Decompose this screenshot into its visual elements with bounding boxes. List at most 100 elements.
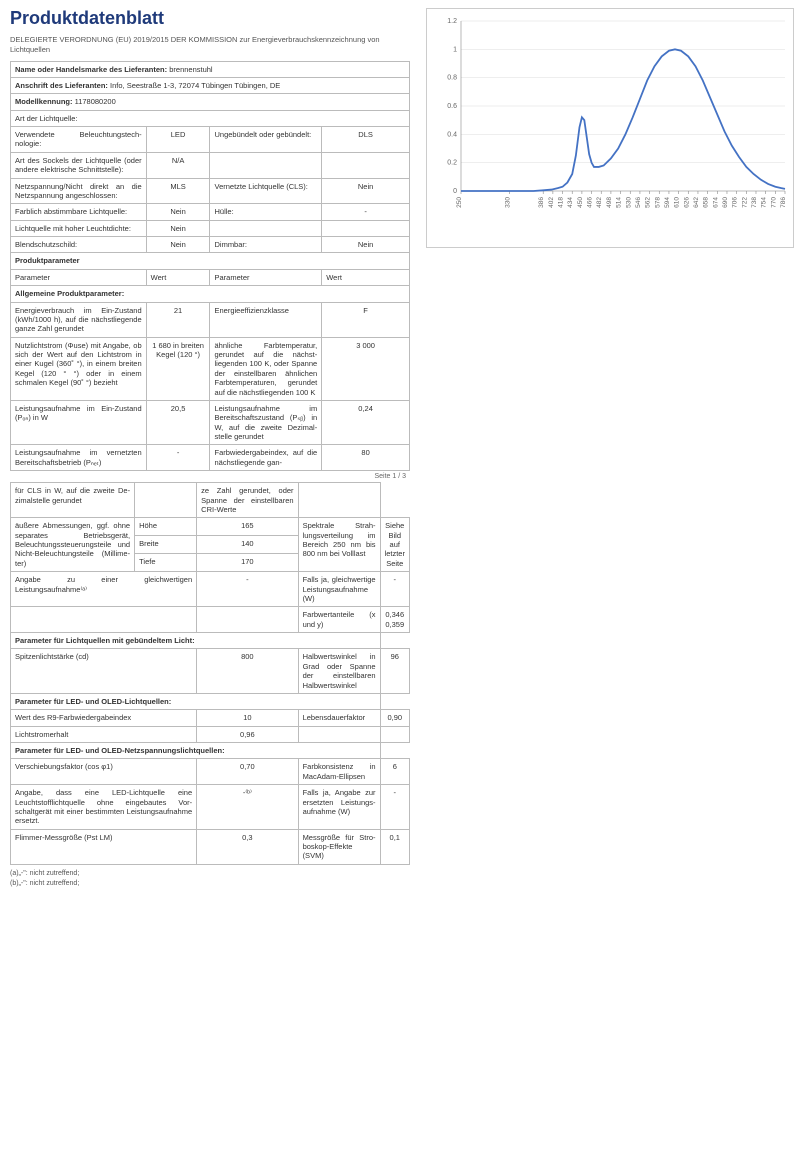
table-cell: 20,5 [146, 400, 210, 445]
table-cell [135, 483, 197, 518]
table-cell [298, 726, 380, 742]
table-cell: Nein [146, 220, 210, 236]
header-row: Anschrift des Lieferanten: Info, Seestra… [11, 77, 410, 93]
table-cell: 0,24 [322, 400, 410, 445]
svg-text:402: 402 [548, 197, 555, 208]
table-cell: Leistungsaufnahme im Ein-Zu­stand (Pₒₙ) … [11, 400, 147, 445]
table-cell: 3 000 [322, 337, 410, 400]
page-indicator: Seite 1 / 3 [10, 471, 410, 482]
table-cell: 80 [322, 445, 410, 471]
table-cell: Energieeffizienzklas­se [210, 302, 322, 337]
table-cell: Ungebündelt oder gebündelt: [210, 127, 322, 153]
svg-text:434: 434 [567, 197, 574, 208]
bundled-section-title: Parameter für Lichtquellen mit gebündelt… [11, 633, 381, 649]
dim-val: 165 [197, 518, 298, 536]
table-cell: Hülle: [210, 204, 322, 220]
table-cell [322, 152, 410, 178]
table-cell: 21 [146, 302, 210, 337]
dim-val: 140 [197, 536, 298, 554]
table-cell: N/A [146, 152, 210, 178]
header-row: Modellkennung: 1178080200 [11, 94, 410, 110]
svg-text:722: 722 [741, 197, 748, 208]
dim-val: 170 [197, 554, 298, 572]
svg-text:386: 386 [538, 197, 545, 208]
table-cell: Nein [322, 237, 410, 253]
svg-text:0.6: 0.6 [447, 103, 457, 110]
table-cell: Falls ja, gleichwerti­ge Leistungsaufnah… [298, 572, 380, 607]
table-cell: Verschiebungsfaktor (cos φ1) [11, 759, 197, 785]
table-cell: F [322, 302, 410, 337]
table-cell: Leistungsaufnahme im vernetz­ten Bereits… [11, 445, 147, 471]
svg-text:482: 482 [596, 197, 603, 208]
table-cell: 0,90 [380, 710, 409, 726]
table-cell: Nein [146, 204, 210, 220]
svg-text:690: 690 [722, 197, 729, 208]
svg-text:450: 450 [577, 197, 584, 208]
svg-text:562: 562 [645, 197, 652, 208]
col-param-1: Parameter [11, 269, 147, 285]
table-cell [298, 483, 380, 518]
table-cell: 0,1 [380, 829, 409, 864]
table-cell: für CLS in W, auf die zweite De­zimalste… [11, 483, 135, 518]
table-cell: - [322, 204, 410, 220]
subtitle: DELEGIERTE VERORDNUNG (EU) 2019/2015 DER… [10, 35, 410, 55]
svg-text:330: 330 [504, 197, 511, 208]
table-cell: 1 680 in brei­ten Kegel (120 °) [146, 337, 210, 400]
table-cell: Blendschutzschild: [11, 237, 147, 253]
mains-section-title: Parameter für LED- und OLED-Netzspannung… [11, 743, 381, 759]
svg-text:498: 498 [606, 197, 613, 208]
header-row: Name oder Handelsmarke des Lieferanten: … [11, 61, 410, 77]
svg-text:626: 626 [683, 197, 690, 208]
table-cell: 6 [380, 759, 409, 785]
table-cell [197, 607, 298, 633]
svg-text:706: 706 [732, 197, 739, 208]
table-cell: MLS [146, 178, 210, 204]
page-title: Produktdatenblatt [10, 8, 410, 29]
art-section-title: Art der Lichtquelle: [11, 110, 410, 126]
table-cell: - [380, 785, 409, 830]
svg-text:418: 418 [558, 197, 565, 208]
datasheet-table-2: für CLS in W, auf die zweite De­zimalste… [10, 482, 410, 865]
table-cell: 0,3 [197, 829, 298, 864]
table-cell: 0,3460,359 [380, 607, 409, 633]
spectral-val: Siehe Bild auf letzter Seite [380, 518, 409, 572]
dim-key: Breite [135, 536, 197, 554]
table-cell: 10 [197, 710, 298, 726]
svg-text:514: 514 [616, 197, 623, 208]
table-cell: 0,96 [197, 726, 298, 742]
table-cell [210, 152, 322, 178]
svg-text:658: 658 [703, 197, 710, 208]
table-cell: Farbkonsistenz in MacAdam-Ellipsen [298, 759, 380, 785]
svg-text:610: 610 [674, 197, 681, 208]
table-cell: - [197, 572, 298, 607]
svg-text:0.4: 0.4 [447, 131, 457, 138]
table-cell: LED [146, 127, 210, 153]
table-cell: Leistungsaufnahme im Bereitschaftszu­sta… [210, 400, 322, 445]
dim-key: Höhe [135, 518, 197, 536]
table-cell: Netzspannung/Nicht direkt an die Netzspa… [11, 178, 147, 204]
col-wert-1: Wert [146, 269, 210, 285]
table-cell: Farblich abstimmbare Licht­quelle: [11, 204, 147, 220]
prod-params-title: Produktparameter [11, 253, 410, 269]
table-cell: 96 [380, 649, 409, 694]
svg-text:786: 786 [780, 197, 787, 208]
svg-text:0.2: 0.2 [447, 160, 457, 167]
spectral-label: Spektrale Strah­lungsverteilung im Berei… [298, 518, 380, 572]
table-cell: DLS [322, 127, 410, 153]
svg-text:770: 770 [770, 197, 777, 208]
table-cell: Nein [146, 237, 210, 253]
svg-text:250: 250 [456, 197, 463, 208]
table-cell: Verwendete Beleuchtungstech­nologie: [11, 127, 147, 153]
svg-text:530: 530 [625, 197, 632, 208]
table-cell: Vernetzte Lichtquel­le (CLS): [210, 178, 322, 204]
table-cell: 800 [197, 649, 298, 694]
general-section-title: Allgemeine Produktparameter: [11, 286, 410, 302]
svg-text:674: 674 [712, 197, 719, 208]
svg-text:1.2: 1.2 [447, 18, 457, 25]
col-wert-2: Wert [322, 269, 410, 285]
table-cell: Dimmbar: [210, 237, 322, 253]
table-cell: ähnliche Farbtem­peratur, gerundet auf d… [210, 337, 322, 400]
svg-text:546: 546 [635, 197, 642, 208]
table-cell: Falls ja, Angabe zur ersetzten Leistungs… [298, 785, 380, 830]
footnotes: (a)„-": nicht zutreffend;(b)„-": nicht z… [10, 869, 410, 889]
